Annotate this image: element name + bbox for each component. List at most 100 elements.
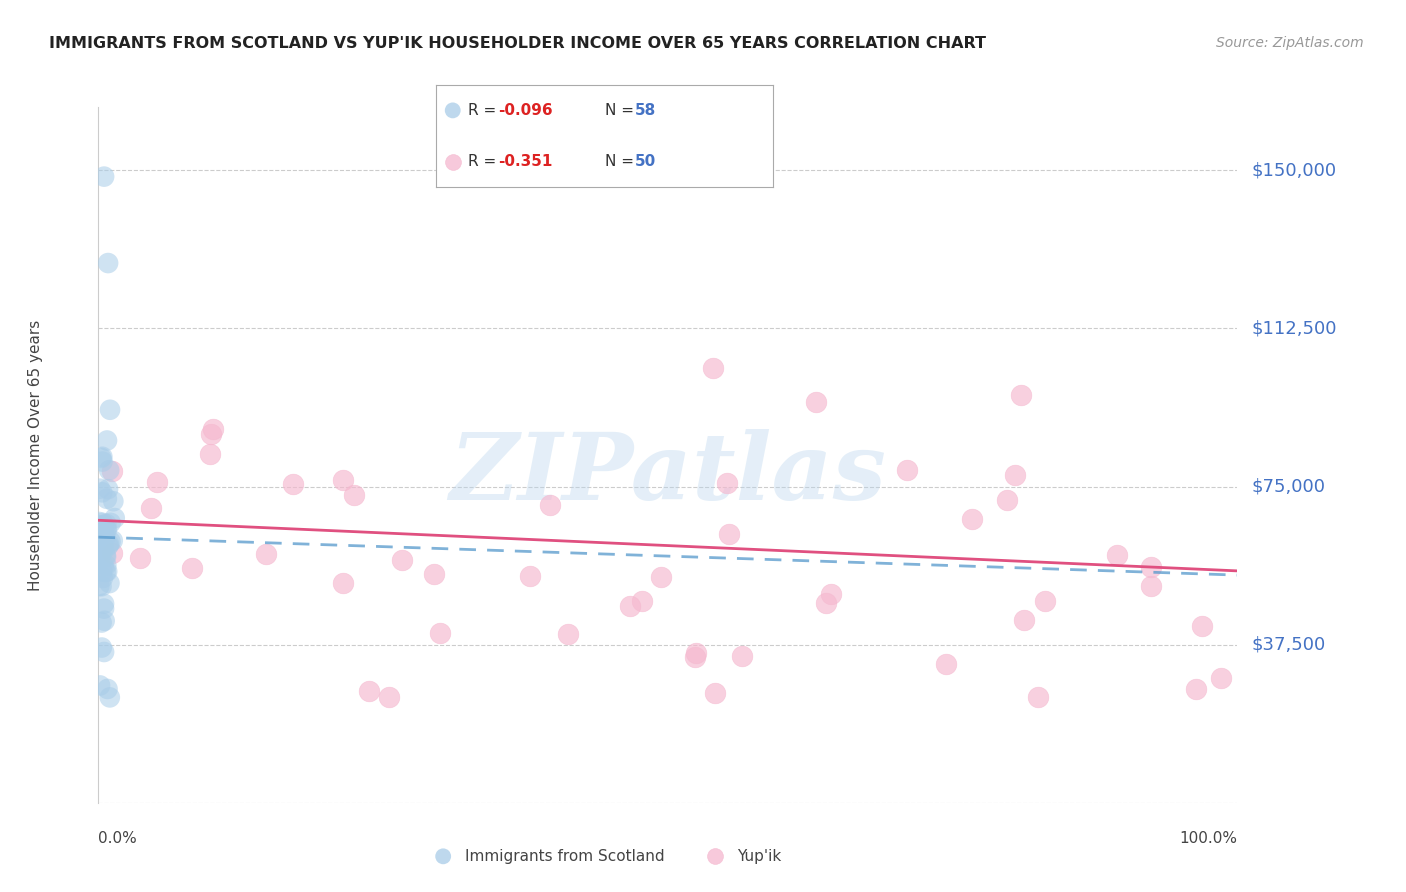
Point	[814, 596, 837, 610]
Point	[90, 615, 112, 630]
Text: 50: 50	[636, 154, 657, 169]
Point	[441, 103, 464, 118]
Point	[1191, 618, 1213, 632]
Text: -0.096: -0.096	[498, 103, 553, 118]
Point	[557, 627, 579, 641]
Point	[716, 475, 738, 490]
Point	[100, 516, 122, 530]
Point	[91, 544, 114, 558]
Point	[87, 515, 110, 529]
Point	[104, 511, 127, 525]
Point	[97, 482, 120, 496]
Text: $37,500: $37,500	[1251, 636, 1326, 654]
Point	[96, 491, 118, 506]
Point	[93, 601, 115, 615]
Point	[685, 646, 707, 660]
Text: 0.0%: 0.0%	[98, 830, 138, 846]
Point	[87, 552, 110, 566]
Point	[704, 849, 727, 863]
Point	[1107, 548, 1129, 562]
Point	[200, 427, 222, 442]
Text: Householder Income Over 65 years: Householder Income Over 65 years	[28, 319, 44, 591]
Point	[89, 537, 111, 551]
Point	[378, 690, 401, 705]
Point	[1185, 682, 1208, 697]
Text: R =: R =	[468, 103, 501, 118]
Point	[198, 447, 221, 461]
Point	[256, 547, 278, 561]
Point	[995, 493, 1018, 508]
Point	[96, 565, 118, 579]
Point	[96, 558, 118, 573]
Point	[538, 499, 561, 513]
Point	[91, 571, 114, 585]
Point	[90, 640, 112, 655]
Point	[91, 565, 114, 579]
Point	[422, 567, 444, 582]
Point	[94, 549, 117, 563]
Text: $112,500: $112,500	[1251, 319, 1337, 337]
Point	[141, 500, 163, 515]
Point	[432, 849, 454, 863]
Point	[896, 463, 918, 477]
Point	[103, 494, 125, 508]
Point	[1004, 467, 1026, 482]
Point	[93, 614, 115, 628]
Point	[718, 527, 741, 541]
Point	[89, 482, 111, 496]
Point	[1035, 594, 1057, 608]
Point	[96, 434, 118, 448]
Point	[1026, 690, 1049, 705]
Text: -0.351: -0.351	[498, 154, 553, 169]
Point	[935, 657, 957, 672]
Point	[101, 546, 124, 560]
Point	[87, 518, 110, 533]
Point	[96, 523, 118, 537]
Point	[98, 576, 121, 591]
Point	[100, 534, 122, 549]
Point	[702, 361, 724, 376]
Text: ZIPatlas: ZIPatlas	[450, 429, 886, 519]
Point	[441, 154, 464, 169]
Point	[332, 473, 354, 487]
Point	[820, 586, 842, 600]
Point	[91, 540, 114, 554]
Text: N =: N =	[605, 154, 638, 169]
Point	[145, 475, 167, 489]
Point	[91, 516, 114, 530]
Point	[94, 549, 117, 564]
Point	[97, 256, 120, 270]
Point	[650, 569, 672, 583]
Point	[94, 531, 117, 545]
Point	[97, 539, 120, 553]
Point	[96, 516, 118, 531]
Point	[96, 681, 118, 696]
Point	[1140, 559, 1163, 574]
Point	[731, 648, 754, 663]
Point	[101, 533, 124, 548]
Point	[128, 550, 150, 565]
Point	[94, 565, 117, 579]
Point	[98, 537, 121, 551]
Text: 100.0%: 100.0%	[1180, 830, 1237, 846]
Point	[202, 422, 225, 436]
Point	[90, 546, 112, 560]
Point	[1140, 579, 1163, 593]
Text: IMMIGRANTS FROM SCOTLAND VS YUP'IK HOUSEHOLDER INCOME OVER 65 YEARS CORRELATION : IMMIGRANTS FROM SCOTLAND VS YUP'IK HOUSE…	[49, 36, 986, 51]
Point	[89, 579, 111, 593]
Point	[1014, 613, 1036, 627]
Point	[180, 561, 202, 575]
Point	[1010, 388, 1032, 402]
Point	[91, 450, 114, 464]
Point	[619, 599, 641, 613]
Point	[90, 525, 112, 540]
Point	[704, 686, 727, 700]
Text: R =: R =	[468, 154, 501, 169]
Text: $75,000: $75,000	[1251, 477, 1326, 496]
Point	[93, 559, 115, 574]
Point	[960, 512, 983, 526]
Point	[91, 485, 114, 500]
Point	[281, 476, 304, 491]
Point	[359, 683, 381, 698]
Point	[93, 517, 115, 532]
